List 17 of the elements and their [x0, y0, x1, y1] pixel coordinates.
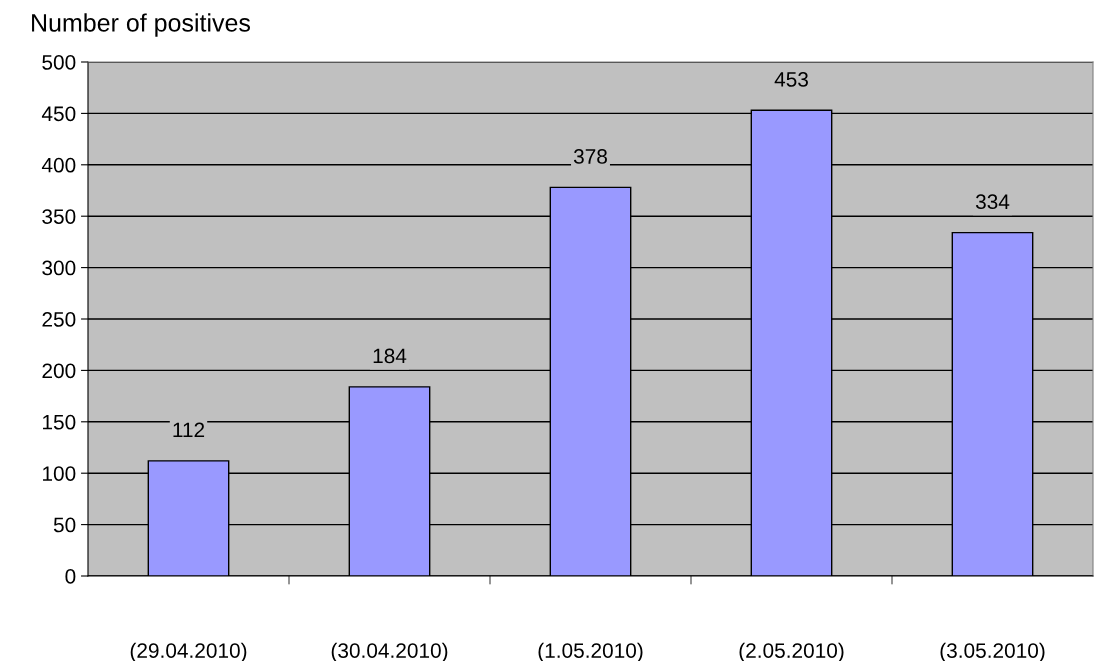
- data-label: 453: [774, 72, 808, 87]
- data-label: 184: [373, 348, 407, 364]
- y-tick-label: 200: [42, 363, 76, 379]
- data-label: 112: [173, 422, 205, 438]
- y-tick-label: 450: [41, 106, 76, 122]
- y-tick-label: 400: [41, 157, 76, 173]
- chart-title: Number of positives: [32, 13, 251, 37]
- y-tick-label: 150: [43, 414, 76, 430]
- data-label: 334: [975, 194, 1010, 210]
- y-tick-label: 0: [65, 569, 76, 584]
- data-label: 378: [573, 149, 607, 164]
- y-tick-label: 100: [43, 466, 76, 481]
- y-tick-label: 250: [42, 312, 76, 327]
- y-tick-label: 350: [42, 209, 76, 224]
- y-tick-label: 300: [42, 260, 76, 276]
- y-tick-label: 500: [42, 55, 76, 70]
- y-tick-label: 50: [53, 517, 76, 533]
